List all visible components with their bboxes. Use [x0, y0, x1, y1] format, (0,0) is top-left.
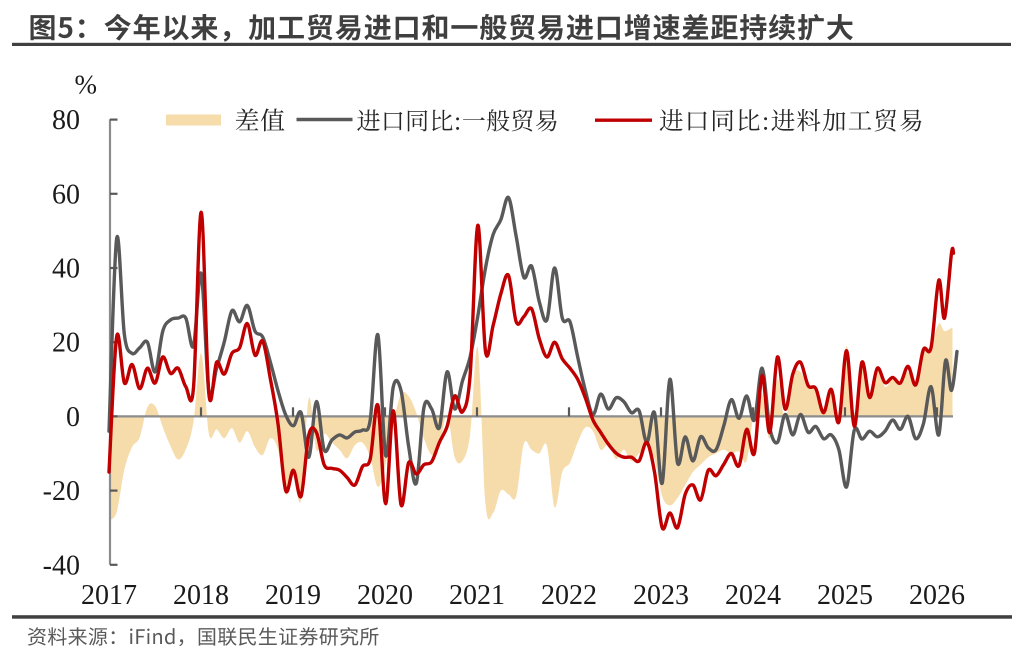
svg-text:2020: 2020	[357, 580, 413, 611]
svg-text:2017: 2017	[81, 580, 137, 611]
svg-text:2026: 2026	[909, 580, 965, 611]
svg-text:2022: 2022	[541, 580, 597, 611]
svg-text:2023: 2023	[633, 580, 689, 611]
svg-text:0: 0	[66, 402, 80, 433]
svg-text:2019: 2019	[265, 580, 321, 611]
svg-text:-20: -20	[43, 476, 80, 507]
svg-text:2021: 2021	[449, 580, 505, 611]
svg-text:%: %	[75, 70, 98, 100]
svg-text:-40: -40	[43, 550, 80, 581]
svg-text:40: 40	[52, 254, 80, 285]
svg-text:2025: 2025	[817, 580, 873, 611]
svg-text:2018: 2018	[173, 580, 229, 611]
svg-text:80: 80	[52, 105, 80, 136]
svg-text:2024: 2024	[725, 580, 781, 611]
svg-text:20: 20	[52, 328, 80, 359]
svg-text:60: 60	[52, 179, 80, 210]
